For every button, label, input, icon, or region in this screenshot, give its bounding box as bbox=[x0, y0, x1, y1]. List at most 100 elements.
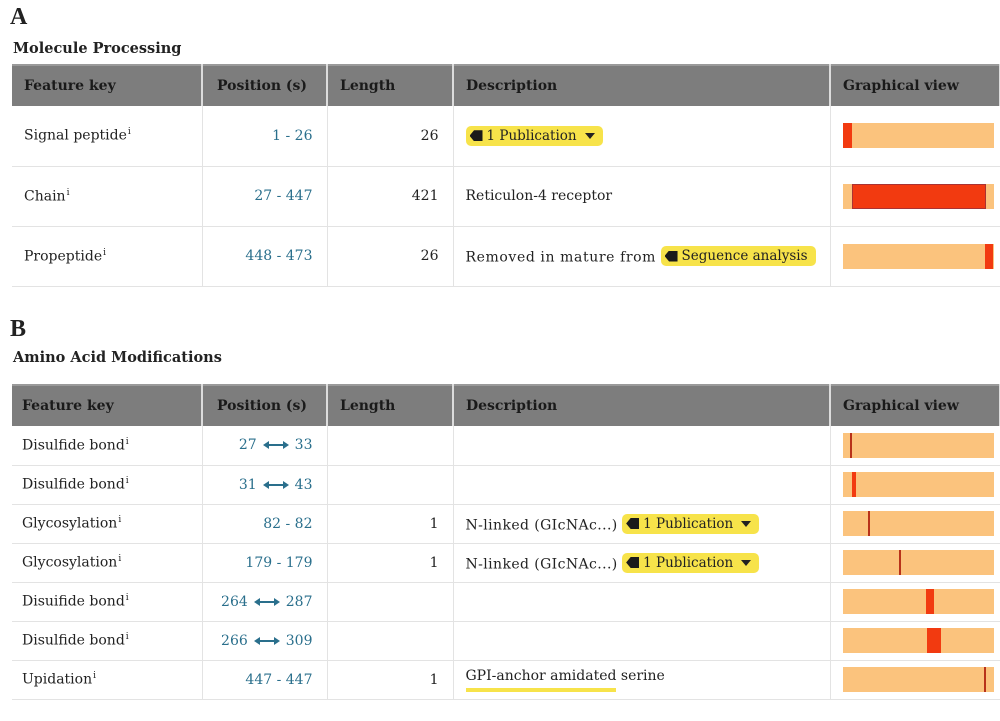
feature-segment bbox=[851, 472, 857, 497]
feature-key[interactable]: Propeptidei bbox=[12, 226, 203, 287]
sequence-bar[interactable] bbox=[842, 432, 994, 458]
description: N-linked (GIcNAc...) 1 Publication bbox=[453, 504, 831, 544]
feature-key[interactable]: Glycosylationi bbox=[12, 504, 203, 544]
sequence-analysis-badge[interactable]: Seguence analysis bbox=[660, 246, 816, 266]
info-icon[interactable]: i bbox=[125, 632, 129, 643]
length-value: 26 bbox=[327, 226, 454, 287]
table-row: Propeptidei 448 - 473 26 Removed in matu… bbox=[12, 226, 1000, 287]
tag-icon bbox=[626, 518, 640, 529]
header-description[interactable]: Description bbox=[453, 64, 831, 106]
position-link[interactable]: 82 - 82 bbox=[202, 504, 328, 544]
publication-badge[interactable]: 1 Publication bbox=[465, 125, 603, 146]
length-value: 1 bbox=[327, 660, 454, 700]
graphical-view bbox=[830, 106, 1000, 167]
graphical-view bbox=[830, 465, 1000, 505]
position-link[interactable]: 266 309 bbox=[202, 621, 328, 661]
sequence-bar[interactable] bbox=[842, 243, 994, 269]
tag-icon bbox=[664, 250, 678, 262]
feature-segment bbox=[984, 667, 987, 692]
feature-segment bbox=[851, 183, 986, 209]
info-icon[interactable]: i bbox=[125, 436, 129, 447]
table-row: Disulfide bondi 266 309 bbox=[12, 621, 1000, 661]
chevron-down-icon bbox=[741, 520, 752, 527]
header-feature-key[interactable]: Feature key bbox=[12, 64, 203, 106]
description: Reticulon-4 receptor bbox=[453, 166, 831, 227]
graphical-view bbox=[830, 621, 1000, 661]
header-length[interactable]: Length bbox=[327, 384, 454, 426]
graphical-view bbox=[830, 543, 1000, 583]
feature-key[interactable]: Upidationi bbox=[12, 660, 203, 700]
length-value: 1 bbox=[327, 543, 454, 583]
sequence-bar[interactable] bbox=[842, 667, 994, 692]
info-icon[interactable]: i bbox=[66, 187, 70, 198]
feature-segment bbox=[985, 243, 994, 269]
highlight-mark bbox=[465, 687, 616, 692]
description: 1 Publication bbox=[453, 106, 831, 167]
feature-segment bbox=[926, 589, 934, 614]
graphical-view bbox=[830, 582, 1000, 622]
position-link[interactable]: 27 - 447 bbox=[202, 166, 328, 227]
header-position[interactable]: Position (s) bbox=[202, 64, 328, 106]
publication-badge[interactable]: 1 Publication bbox=[622, 552, 760, 573]
length-value: 26 bbox=[327, 106, 454, 167]
tag-icon bbox=[469, 130, 483, 142]
position-link[interactable]: 179 - 179 bbox=[202, 543, 328, 583]
chevron-down-icon bbox=[741, 559, 752, 566]
double-arrow-icon bbox=[262, 480, 289, 490]
position-link[interactable]: 27 33 bbox=[202, 426, 328, 466]
feature-segment bbox=[927, 628, 941, 653]
header-feature-key[interactable]: Feature key bbox=[12, 384, 203, 426]
table-row: Signal peptidei 1 - 26 26 1 Publication bbox=[12, 106, 1000, 167]
sequence-bar[interactable] bbox=[842, 183, 994, 209]
feature-key[interactable]: Disulfide bondi bbox=[12, 426, 203, 466]
graphical-view bbox=[830, 226, 1000, 287]
position-link[interactable]: 1 - 26 bbox=[202, 106, 328, 167]
graphical-view bbox=[830, 504, 1000, 544]
feature-segment bbox=[850, 432, 853, 458]
description bbox=[453, 465, 831, 505]
info-icon[interactable]: i bbox=[127, 127, 131, 138]
panel-b-title: Amino Acid Modifications bbox=[13, 349, 222, 366]
table-row: Glycosylationi 82 - 82 1 N-linked (GIcNA… bbox=[12, 504, 1000, 544]
length-value bbox=[327, 426, 454, 466]
sequence-bar[interactable] bbox=[842, 589, 994, 614]
sequence-bar[interactable] bbox=[842, 472, 994, 497]
feature-key[interactable]: Glycosylationi bbox=[12, 543, 203, 583]
feature-key[interactable]: Disulfide bondi bbox=[12, 465, 203, 505]
graphical-view bbox=[830, 166, 1000, 227]
header-description[interactable]: Description bbox=[453, 384, 831, 426]
sequence-bar[interactable] bbox=[842, 550, 994, 575]
info-icon[interactable]: i bbox=[125, 593, 129, 604]
info-icon[interactable]: i bbox=[125, 476, 129, 487]
feature-key[interactable]: Chaini bbox=[12, 166, 203, 227]
panel-a-title: Molecule Processing bbox=[13, 40, 182, 57]
description: N-linked (GIcNAc...) 1 Publication bbox=[453, 543, 831, 583]
feature-segment bbox=[868, 511, 871, 536]
info-icon[interactable]: i bbox=[118, 554, 122, 565]
sequence-bar[interactable] bbox=[842, 511, 994, 536]
panel-b-letter: B bbox=[10, 316, 27, 342]
table-row: Chaini 27 - 447 421 Reticulon-4 receptor bbox=[12, 166, 1000, 227]
feature-key[interactable]: Disuifide bondi bbox=[12, 582, 203, 622]
table-row: Glycosylationi 179 - 179 1 N-linked (GIc… bbox=[12, 543, 1000, 583]
info-icon[interactable]: i bbox=[103, 247, 106, 258]
description: GPI-anchor amidated serine bbox=[453, 660, 831, 700]
feature-key[interactable]: Signal peptidei bbox=[12, 106, 203, 167]
table-row: Disuifide bondi 264 287 bbox=[12, 582, 1000, 622]
publication-badge[interactable]: 1 Publication bbox=[622, 513, 760, 534]
info-icon[interactable]: i bbox=[93, 671, 96, 682]
position-link[interactable]: 448 - 473 bbox=[202, 226, 328, 287]
sequence-bar[interactable] bbox=[842, 123, 994, 149]
length-value bbox=[327, 621, 454, 661]
info-icon[interactable]: i bbox=[118, 515, 122, 526]
header-position[interactable]: Position (s) bbox=[202, 384, 328, 426]
sequence-bar[interactable] bbox=[842, 628, 994, 653]
feature-key[interactable]: Disulfide bondi bbox=[12, 621, 203, 661]
header-length[interactable]: Length bbox=[327, 64, 454, 106]
position-link[interactable]: 264 287 bbox=[202, 582, 328, 622]
position-link[interactable]: 31 43 bbox=[202, 465, 328, 505]
position-link[interactable]: 447 - 447 bbox=[202, 660, 328, 700]
header-graphical-view: Graphical view bbox=[830, 64, 1000, 106]
description bbox=[453, 582, 831, 622]
length-value: 1 bbox=[327, 504, 454, 544]
